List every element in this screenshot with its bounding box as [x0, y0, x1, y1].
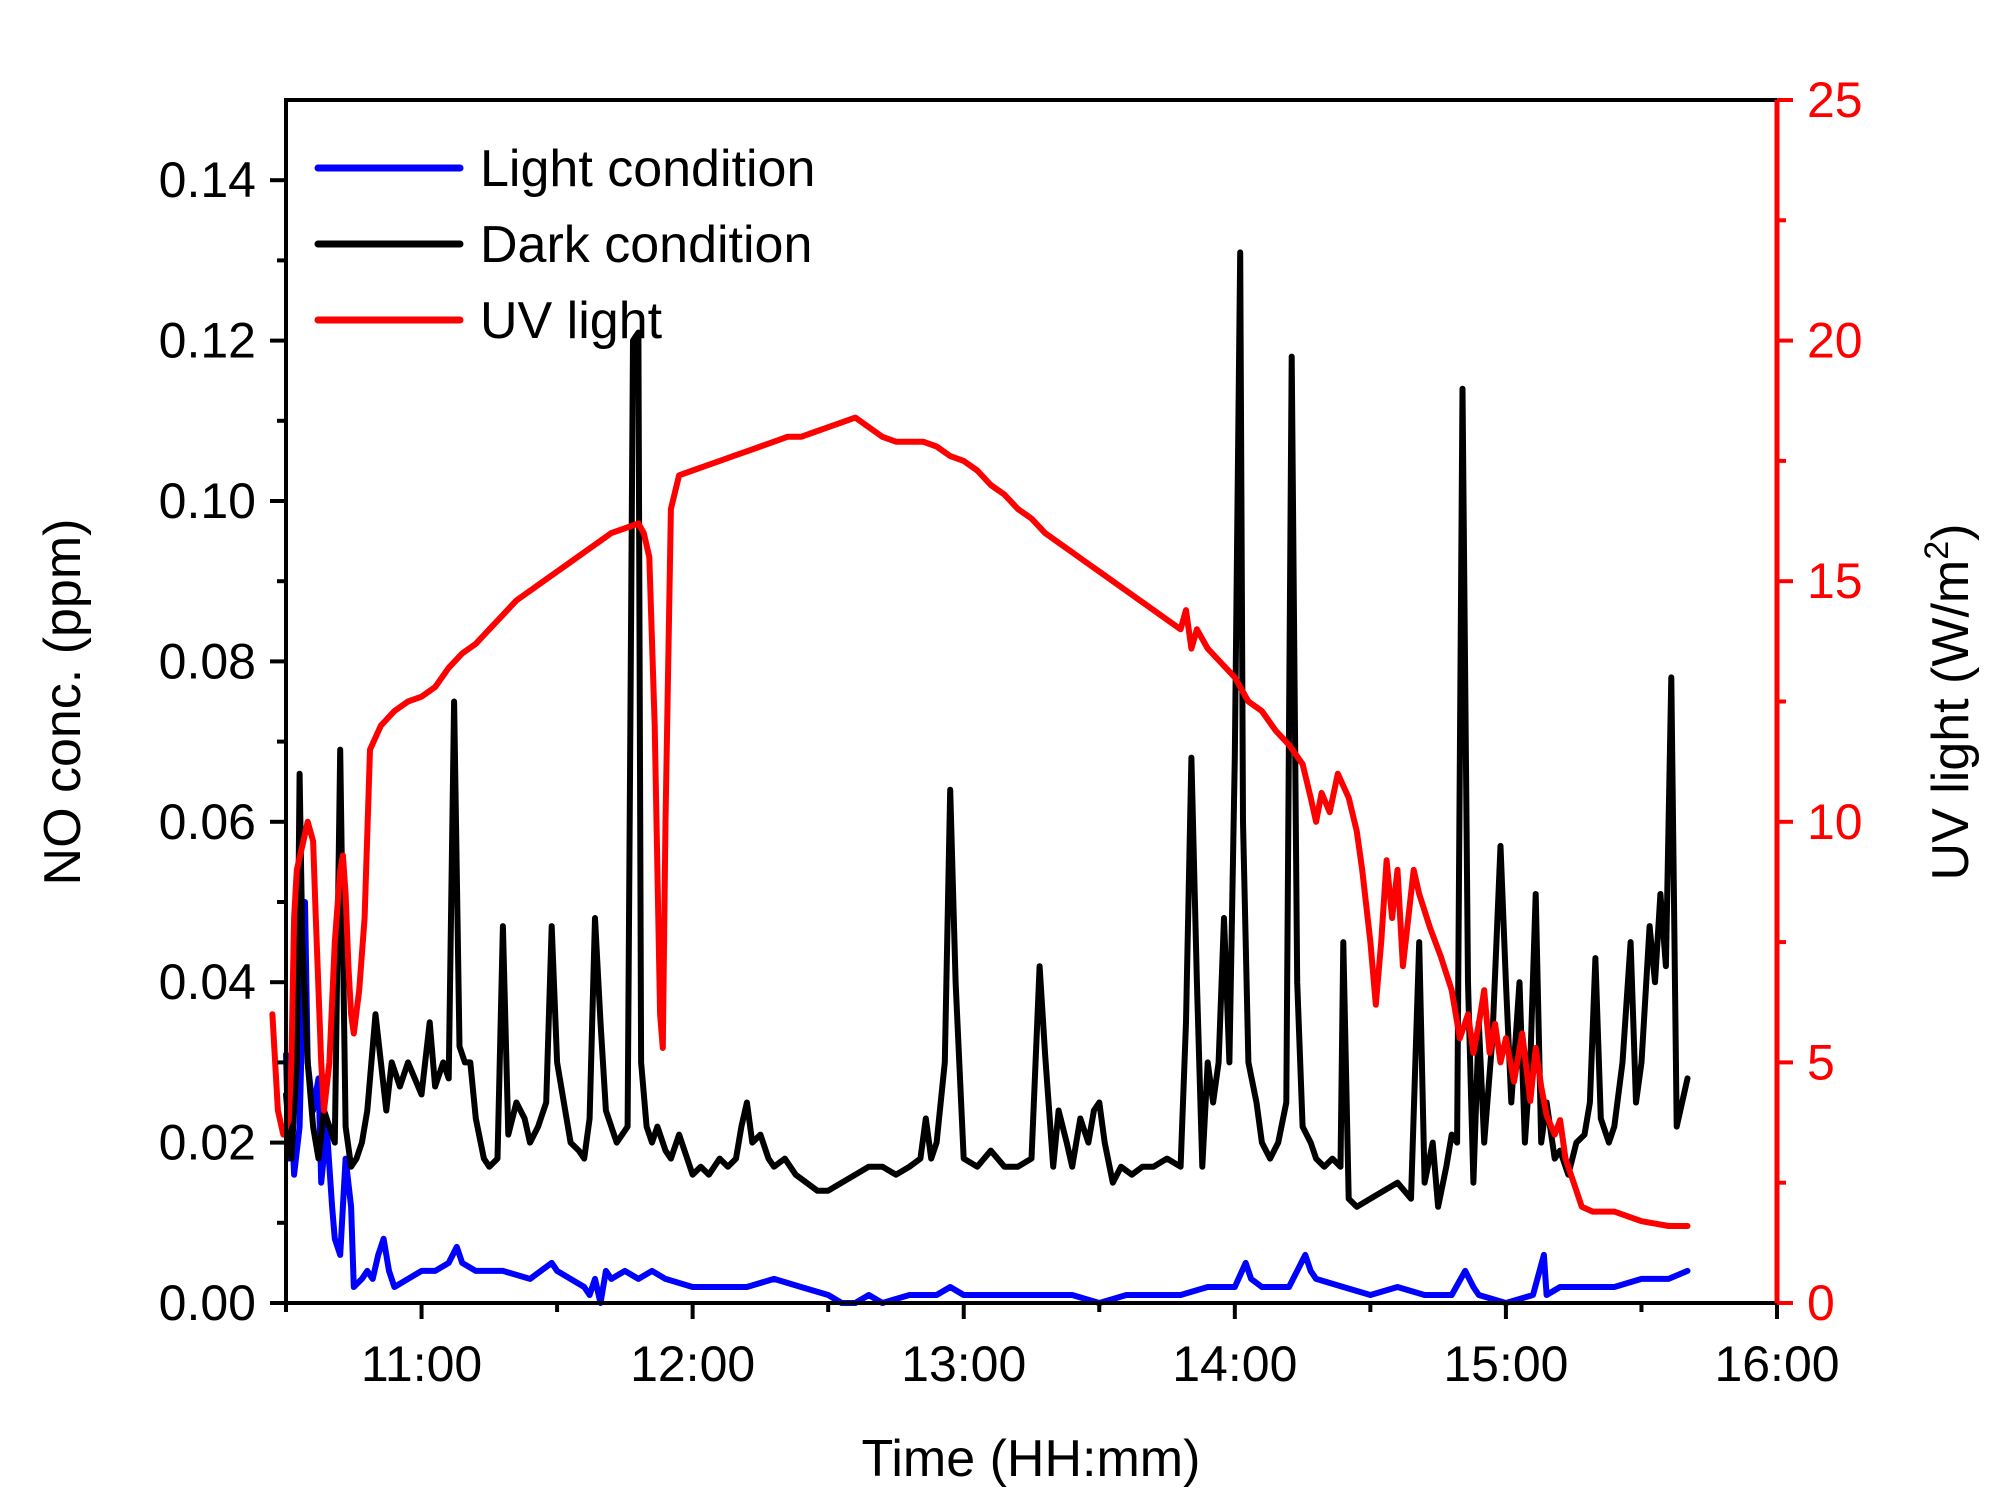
legend: Light condition Dark condition UV light: [314, 140, 815, 350]
y-left-tick-label: 0.06: [159, 794, 256, 850]
y-left-tick-label: 0.10: [159, 473, 256, 529]
y-right-tick-label: 25: [1807, 72, 1863, 128]
y-left-tick-label: 0.08: [159, 633, 256, 689]
y-left-tick-label: 0.12: [159, 313, 256, 369]
y-axis-right-title: UV light (W/m2): [1918, 524, 1980, 881]
x-axis: 11:00 12:00 13:00 14:00 15:00 16:00: [284, 1303, 1840, 1392]
legend-label-dark-condition: Dark condition: [480, 216, 812, 274]
x-tick-label: 13:00: [901, 1336, 1026, 1392]
y-axis-right-title-sup: 2: [1918, 541, 1956, 560]
x-tick-label: 16:00: [1714, 1336, 1839, 1392]
series-line-light-condition: [283, 899, 1691, 1306]
y-left-tick-label: 0.00: [159, 1275, 256, 1331]
x-tick-label: 14:00: [1172, 1336, 1297, 1392]
x-tick-label: 11:00: [361, 1336, 482, 1392]
x-tick-label: 12:00: [630, 1336, 755, 1392]
y-left-tick-label: 0.02: [159, 1115, 256, 1171]
y-right-tick-label: 20: [1807, 313, 1863, 369]
series-line-dark-condition: [283, 249, 1691, 1210]
y-axis-right-title-close: ): [1922, 524, 1980, 541]
x-tick-label: 15:00: [1443, 1336, 1568, 1392]
legend-label-uv-light: UV light: [480, 292, 663, 350]
y-right-tick-label: 15: [1807, 553, 1863, 609]
y-left-tick-label: 0.04: [159, 954, 256, 1010]
y-left-tick-label: 0.14: [159, 152, 256, 208]
plot-series: [269, 249, 1691, 1306]
y-axis-left: 0.00 0.02 0.04 0.06 0.08 0.10 0.12 0.14: [159, 152, 286, 1331]
y-axis-left-title: NO conc. (ppm): [34, 519, 92, 886]
x-axis-title: Time (HH:mm): [862, 1430, 1201, 1488]
legend-label-light-condition: Light condition: [480, 140, 815, 198]
y-axis-right: 0 5 10 15 20 25: [1777, 72, 1863, 1331]
series-line-uv-light: [269, 414, 1691, 1229]
y-right-tick-label: 0: [1807, 1275, 1835, 1331]
y-right-tick-label: 5: [1807, 1034, 1835, 1090]
y-axis-right-title-main: UV light (W/m: [1922, 560, 1980, 881]
y-right-tick-label: 10: [1807, 794, 1863, 850]
